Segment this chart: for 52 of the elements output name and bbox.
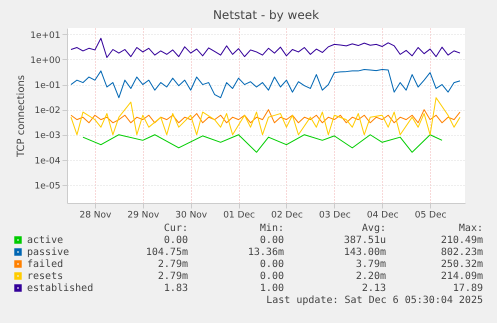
text: 1.83 — [164, 283, 188, 294]
line-series — [82, 134, 443, 153]
text: 2.79m — [158, 271, 188, 282]
line-series — [70, 97, 461, 136]
y-tick-label: 1e-03 — [34, 131, 60, 142]
line-series — [70, 109, 461, 124]
text: 250.32m — [440, 259, 483, 270]
text: 2.13 — [362, 283, 386, 294]
legend-label: resets — [27, 271, 64, 282]
x-tick-label: 04 Dec — [366, 210, 399, 220]
text: 0.00 — [260, 235, 284, 246]
x-tick-label: 05 Dec — [414, 210, 446, 220]
x-tick-label: 01 Dec — [223, 210, 255, 220]
y-tick-label: 1e-04 — [34, 156, 61, 166]
text: 0.00 — [260, 271, 284, 282]
legend-label: established — [27, 283, 94, 294]
text: 17.89 — [452, 283, 483, 294]
text: Max: — [458, 223, 483, 234]
text: 214.09m — [440, 271, 483, 282]
y-tick-label: 1e+01 — [30, 30, 60, 41]
line-series — [70, 38, 461, 58]
legend-label: failed — [27, 259, 64, 270]
text: Last update: Sat Dec 6 05:30:04 2025 — [266, 295, 483, 306]
text: Avg: — [362, 223, 386, 234]
x-tick-label: 02 Dec — [271, 210, 303, 220]
text: 2.79m — [158, 259, 188, 270]
y-axis-title: TCP connections — [16, 74, 28, 158]
text: 210.49m — [440, 235, 483, 246]
y-tick-label: 1e-02 — [34, 106, 60, 116]
legend-label: active — [27, 235, 64, 246]
text: Cur: — [164, 223, 188, 234]
x-tick-label: 28 Nov — [79, 210, 112, 220]
text: Min: — [260, 223, 284, 234]
chart-title: Netstat - by week — [212, 8, 320, 22]
text: 13.36m — [248, 247, 284, 258]
y-tick-label: 1e-05 — [34, 181, 60, 192]
text: 1.00 — [260, 283, 284, 294]
x-tick-label: 29 Nov — [127, 210, 160, 220]
text: 387.51u — [344, 235, 386, 246]
y-tick-label: 1e+00 — [30, 56, 61, 66]
line-series — [70, 68, 461, 98]
text: 2.20m — [356, 271, 386, 282]
text: 104.75m — [146, 247, 188, 258]
text: 802.23m — [440, 247, 483, 258]
x-tick-label: 03 Dec — [318, 210, 351, 220]
text: 143.00m — [344, 247, 386, 258]
text: 0.00 — [164, 235, 188, 246]
text: 0.00 — [260, 259, 284, 270]
x-tick-label: 30 Nov — [175, 210, 208, 220]
text: 3.79m — [356, 259, 386, 270]
legend-label: passive — [27, 247, 70, 258]
y-tick-label: 1e-01 — [34, 81, 60, 92]
